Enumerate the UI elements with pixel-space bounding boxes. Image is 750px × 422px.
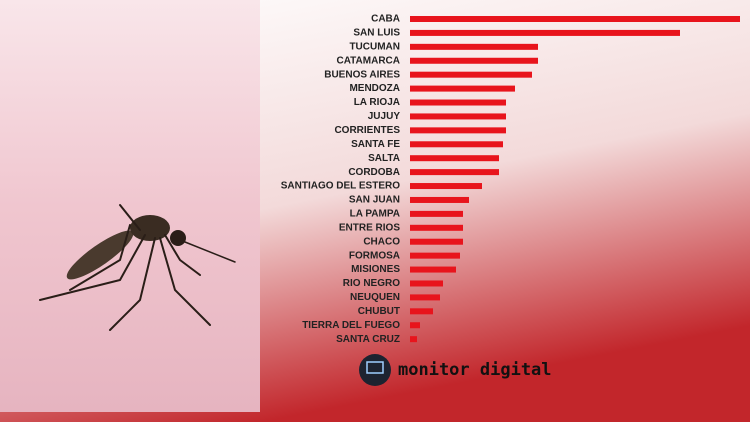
bar [410, 71, 532, 78]
category-label: CORRIENTES [334, 125, 400, 136]
bar [410, 322, 420, 329]
logo-icon [359, 354, 391, 386]
brand: monitor digital [398, 360, 552, 380]
category-label: CHUBUT [358, 306, 400, 317]
bar [410, 224, 463, 231]
bar [410, 141, 503, 148]
bar [410, 252, 460, 259]
bar [410, 294, 440, 301]
bar [410, 99, 506, 106]
category-label: SAN JUAN [349, 195, 400, 206]
category-label: BUENOS AIRES [324, 69, 400, 80]
category-label: SANTA CRUZ [336, 334, 400, 345]
category-label: JUJUY [368, 111, 401, 122]
category-label: ENTRE RIOS [339, 222, 400, 233]
bar [410, 280, 443, 287]
bar [410, 210, 463, 217]
category-label: SAN LUIS [353, 28, 400, 39]
category-label: RIO NEGRO [343, 278, 400, 289]
mosquito-illustration [39, 204, 236, 331]
bar [410, 155, 499, 162]
bar [410, 43, 538, 50]
category-label: CORDOBA [348, 167, 400, 178]
bar [410, 85, 515, 92]
category-label: SANTA FE [351, 139, 400, 150]
logo-icon-screen [366, 361, 384, 374]
bar [410, 308, 433, 315]
bar [410, 336, 417, 343]
bar [410, 196, 469, 203]
photo-panel [0, 0, 260, 412]
bar [410, 127, 506, 134]
bar [410, 29, 680, 36]
category-label: LA RIOJA [354, 97, 400, 108]
category-label: TIERRA DEL FUEGO [302, 320, 400, 331]
category-label: CABA [371, 14, 400, 25]
bar [410, 183, 482, 190]
bar [410, 16, 740, 22]
bar [410, 266, 456, 273]
bar [410, 169, 499, 176]
bar [410, 238, 463, 245]
bar [410, 57, 538, 64]
category-label: SALTA [368, 153, 400, 164]
category-label: CHACO [363, 236, 400, 247]
category-label: SANTIAGO DEL ESTERO [281, 181, 400, 192]
category-label: MISIONES [351, 264, 400, 275]
category-label: FORMOSA [349, 250, 400, 261]
category-label: CATAMARCA [336, 55, 400, 66]
category-label: NEUQUEN [350, 292, 400, 303]
category-label: MENDOZA [349, 83, 400, 94]
category-label: TUCUMAN [349, 41, 400, 52]
bar [410, 113, 506, 120]
category-label: LA PAMPA [350, 209, 400, 220]
